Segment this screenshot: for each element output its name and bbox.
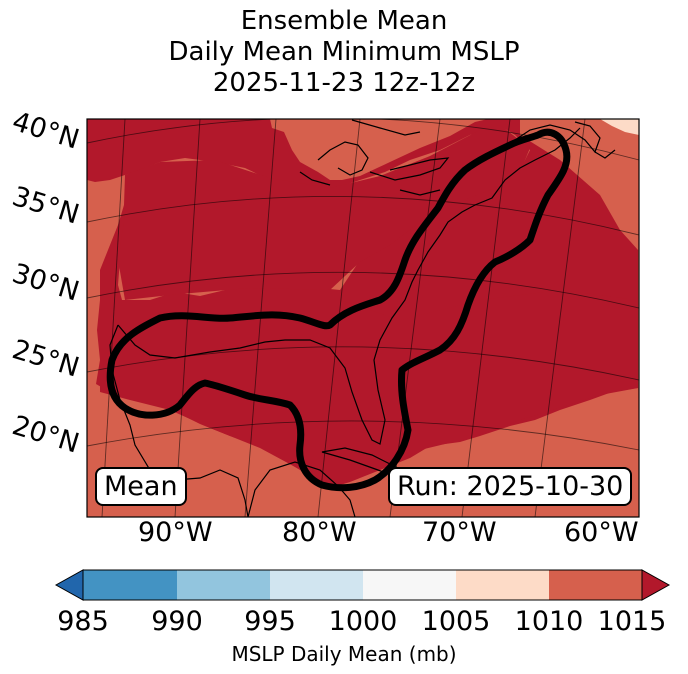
meridian-65w <box>534 119 586 517</box>
colorbar-bin-1010-1015 <box>549 570 642 600</box>
mean-label: Mean <box>95 467 187 506</box>
field-light-peach <box>600 119 639 135</box>
canada-coast <box>499 121 616 159</box>
lat-label-35n: 35°N <box>9 181 83 231</box>
colorbar-extend-low <box>54 569 84 601</box>
colorbar-tick-1015: 1015 <box>597 606 667 637</box>
lon-label-90w: 90°W <box>138 517 213 548</box>
lon-label-70w: 70°W <box>422 517 497 548</box>
yucatan-coast <box>247 461 356 517</box>
us-gulf-coast <box>117 127 581 445</box>
field-dark-red-south <box>100 290 638 485</box>
run-label: Run: 2025-10-30 <box>388 467 633 506</box>
colorbar-bin-985-990 <box>83 570 177 600</box>
colorbar-tick-985: 985 <box>57 606 109 637</box>
title-line-3: 2025-11-23 12z-12z <box>212 68 476 98</box>
field-dark-red-west <box>87 119 140 180</box>
field-dark-red-mid <box>118 125 530 300</box>
parallel-20n <box>87 420 639 451</box>
parallel-25n <box>87 346 639 381</box>
colorbar-frame <box>82 569 643 601</box>
title-line-2: Daily Mean Minimum MSLP <box>168 37 520 67</box>
lat-label-20n: 20°N <box>9 410 83 460</box>
lat-label-25n: 25°N <box>9 334 83 384</box>
colorbar-bin-1005-1010 <box>456 570 549 600</box>
meridian-70w <box>461 119 511 517</box>
colorbar-tick-1010: 1010 <box>514 606 584 637</box>
lon-label-60w: 60°W <box>564 517 639 548</box>
colorbar-label: MSLP Daily Mean (mb) <box>231 642 457 666</box>
mslp-contour <box>106 128 571 492</box>
colorbar-bin-1000-1005 <box>363 570 456 600</box>
colorbar-extend-high <box>641 569 671 601</box>
colorbar-tick-995: 995 <box>244 606 296 637</box>
colorbar-tick-1000: 1000 <box>328 606 398 637</box>
lat-label-40n: 40°N <box>9 106 83 156</box>
map-frame <box>86 118 640 518</box>
colorbar-tick-1005: 1005 <box>421 606 491 637</box>
colorbar <box>54 569 671 601</box>
lon-label-80w: 80°W <box>282 517 357 548</box>
parallel-35n <box>87 195 639 236</box>
great-lakes <box>299 119 450 196</box>
chart-title: Ensemble Mean Daily Mean Minimum MSLP 20… <box>0 6 688 99</box>
meridian-95w <box>101 119 126 517</box>
parallel-30n <box>87 271 639 309</box>
lat-label-30n: 30°N <box>9 258 83 308</box>
map-panel <box>87 119 639 517</box>
colorbar-bin-990-995 <box>177 570 270 600</box>
colorbar-bin-995-1000 <box>270 570 363 600</box>
title-line-1: Ensemble Mean <box>240 6 448 36</box>
colorbar-tick-990: 990 <box>151 606 203 637</box>
